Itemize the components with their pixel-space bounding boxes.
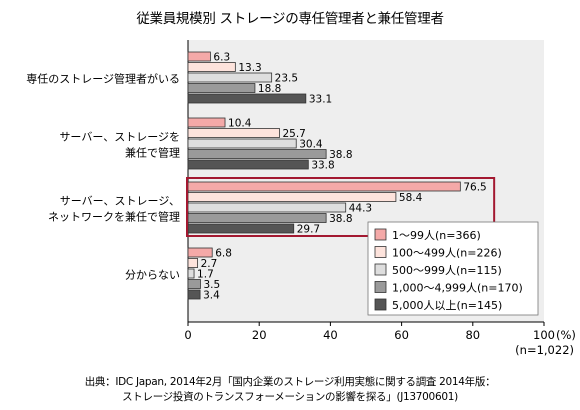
data-label: 29.7 xyxy=(297,224,320,236)
legend-label: 1,000～4,999人(n=170) xyxy=(392,282,523,295)
data-label: 3.5 xyxy=(203,279,220,291)
category-label: 分からない xyxy=(125,268,180,281)
x-tick-label: 40 xyxy=(323,328,338,342)
legend-label: 1～99人(n=366) xyxy=(392,229,481,242)
data-label: 76.5 xyxy=(463,182,486,194)
bar xyxy=(187,289,201,300)
legend-swatch xyxy=(374,228,387,241)
legend-swatch xyxy=(374,263,387,276)
data-label: 13.3 xyxy=(238,62,261,74)
data-label: 44.3 xyxy=(349,203,372,215)
bar xyxy=(187,202,347,213)
data-label: 33.1 xyxy=(309,94,332,106)
category-label: ネットワークを兼任で管理 xyxy=(48,209,180,223)
category-label: 専任のストレージ管理者がいる xyxy=(26,71,180,85)
data-label: 30.4 xyxy=(299,139,323,151)
x-unit-label: (%) xyxy=(556,328,576,342)
source-line-2: ストレージ投資のトランスフォーメーションの影響を探る」(J13700601) xyxy=(122,391,458,403)
bar xyxy=(187,192,397,202)
x-tick-label: 60 xyxy=(394,328,409,342)
data-label: 25.7 xyxy=(282,128,305,140)
bar xyxy=(187,128,280,138)
bar xyxy=(187,223,295,234)
data-label: 2.7 xyxy=(201,258,218,270)
data-label: 58.4 xyxy=(399,192,423,204)
legend-label: 100～499人(n=226) xyxy=(392,247,502,260)
bar xyxy=(187,181,461,192)
data-label: 1.7 xyxy=(197,269,214,281)
bar xyxy=(187,149,327,159)
bar xyxy=(187,51,211,62)
data-label: 18.8 xyxy=(258,83,281,95)
bar xyxy=(187,62,236,72)
legend-swatch xyxy=(374,298,387,311)
legend-swatch xyxy=(374,246,387,258)
highlight-box xyxy=(186,177,496,237)
data-label: 38.8 xyxy=(329,149,352,161)
bar xyxy=(187,258,199,268)
data-label: 33.8 xyxy=(311,160,334,172)
bar xyxy=(187,138,297,149)
data-label: 3.4 xyxy=(203,290,220,302)
bar xyxy=(187,268,195,279)
bar xyxy=(187,117,226,128)
data-label: 6.8 xyxy=(215,248,232,260)
x-tick-label: 20 xyxy=(252,328,267,342)
legend-label: 5,000人以上(n=145) xyxy=(392,299,502,312)
x-tick-label: 0 xyxy=(184,328,191,342)
legend-swatch xyxy=(374,281,387,293)
bar xyxy=(187,213,327,223)
bar xyxy=(187,83,256,93)
source-line-1: 出典：IDC Japan, 2014年2月「国内企業のストレージ利用実態に関する… xyxy=(84,376,496,388)
bar xyxy=(187,279,201,289)
bar xyxy=(187,247,213,258)
data-label: 6.3 xyxy=(213,52,230,64)
data-label: 10.4 xyxy=(228,118,252,130)
category-label: サーバー、ストレージ、 xyxy=(60,194,180,207)
x-tick-label: 80 xyxy=(465,328,480,342)
bar xyxy=(187,159,309,170)
category-label: サーバー、ストレージを xyxy=(59,130,180,143)
x-tick-label: 100 xyxy=(533,328,555,342)
data-label: 23.5 xyxy=(275,73,298,85)
chart-title: 従業員規模別 ストレージの専任管理者と兼任管理者 xyxy=(136,11,444,27)
sample-size-note: (n=1,022) xyxy=(515,343,574,357)
category-label: 兼任で管理 xyxy=(125,145,180,159)
bar xyxy=(187,72,273,83)
legend xyxy=(367,221,539,316)
bar xyxy=(187,93,307,104)
legend-label: 500～999人(n=115) xyxy=(392,264,502,277)
data-label: 38.8 xyxy=(329,213,352,225)
